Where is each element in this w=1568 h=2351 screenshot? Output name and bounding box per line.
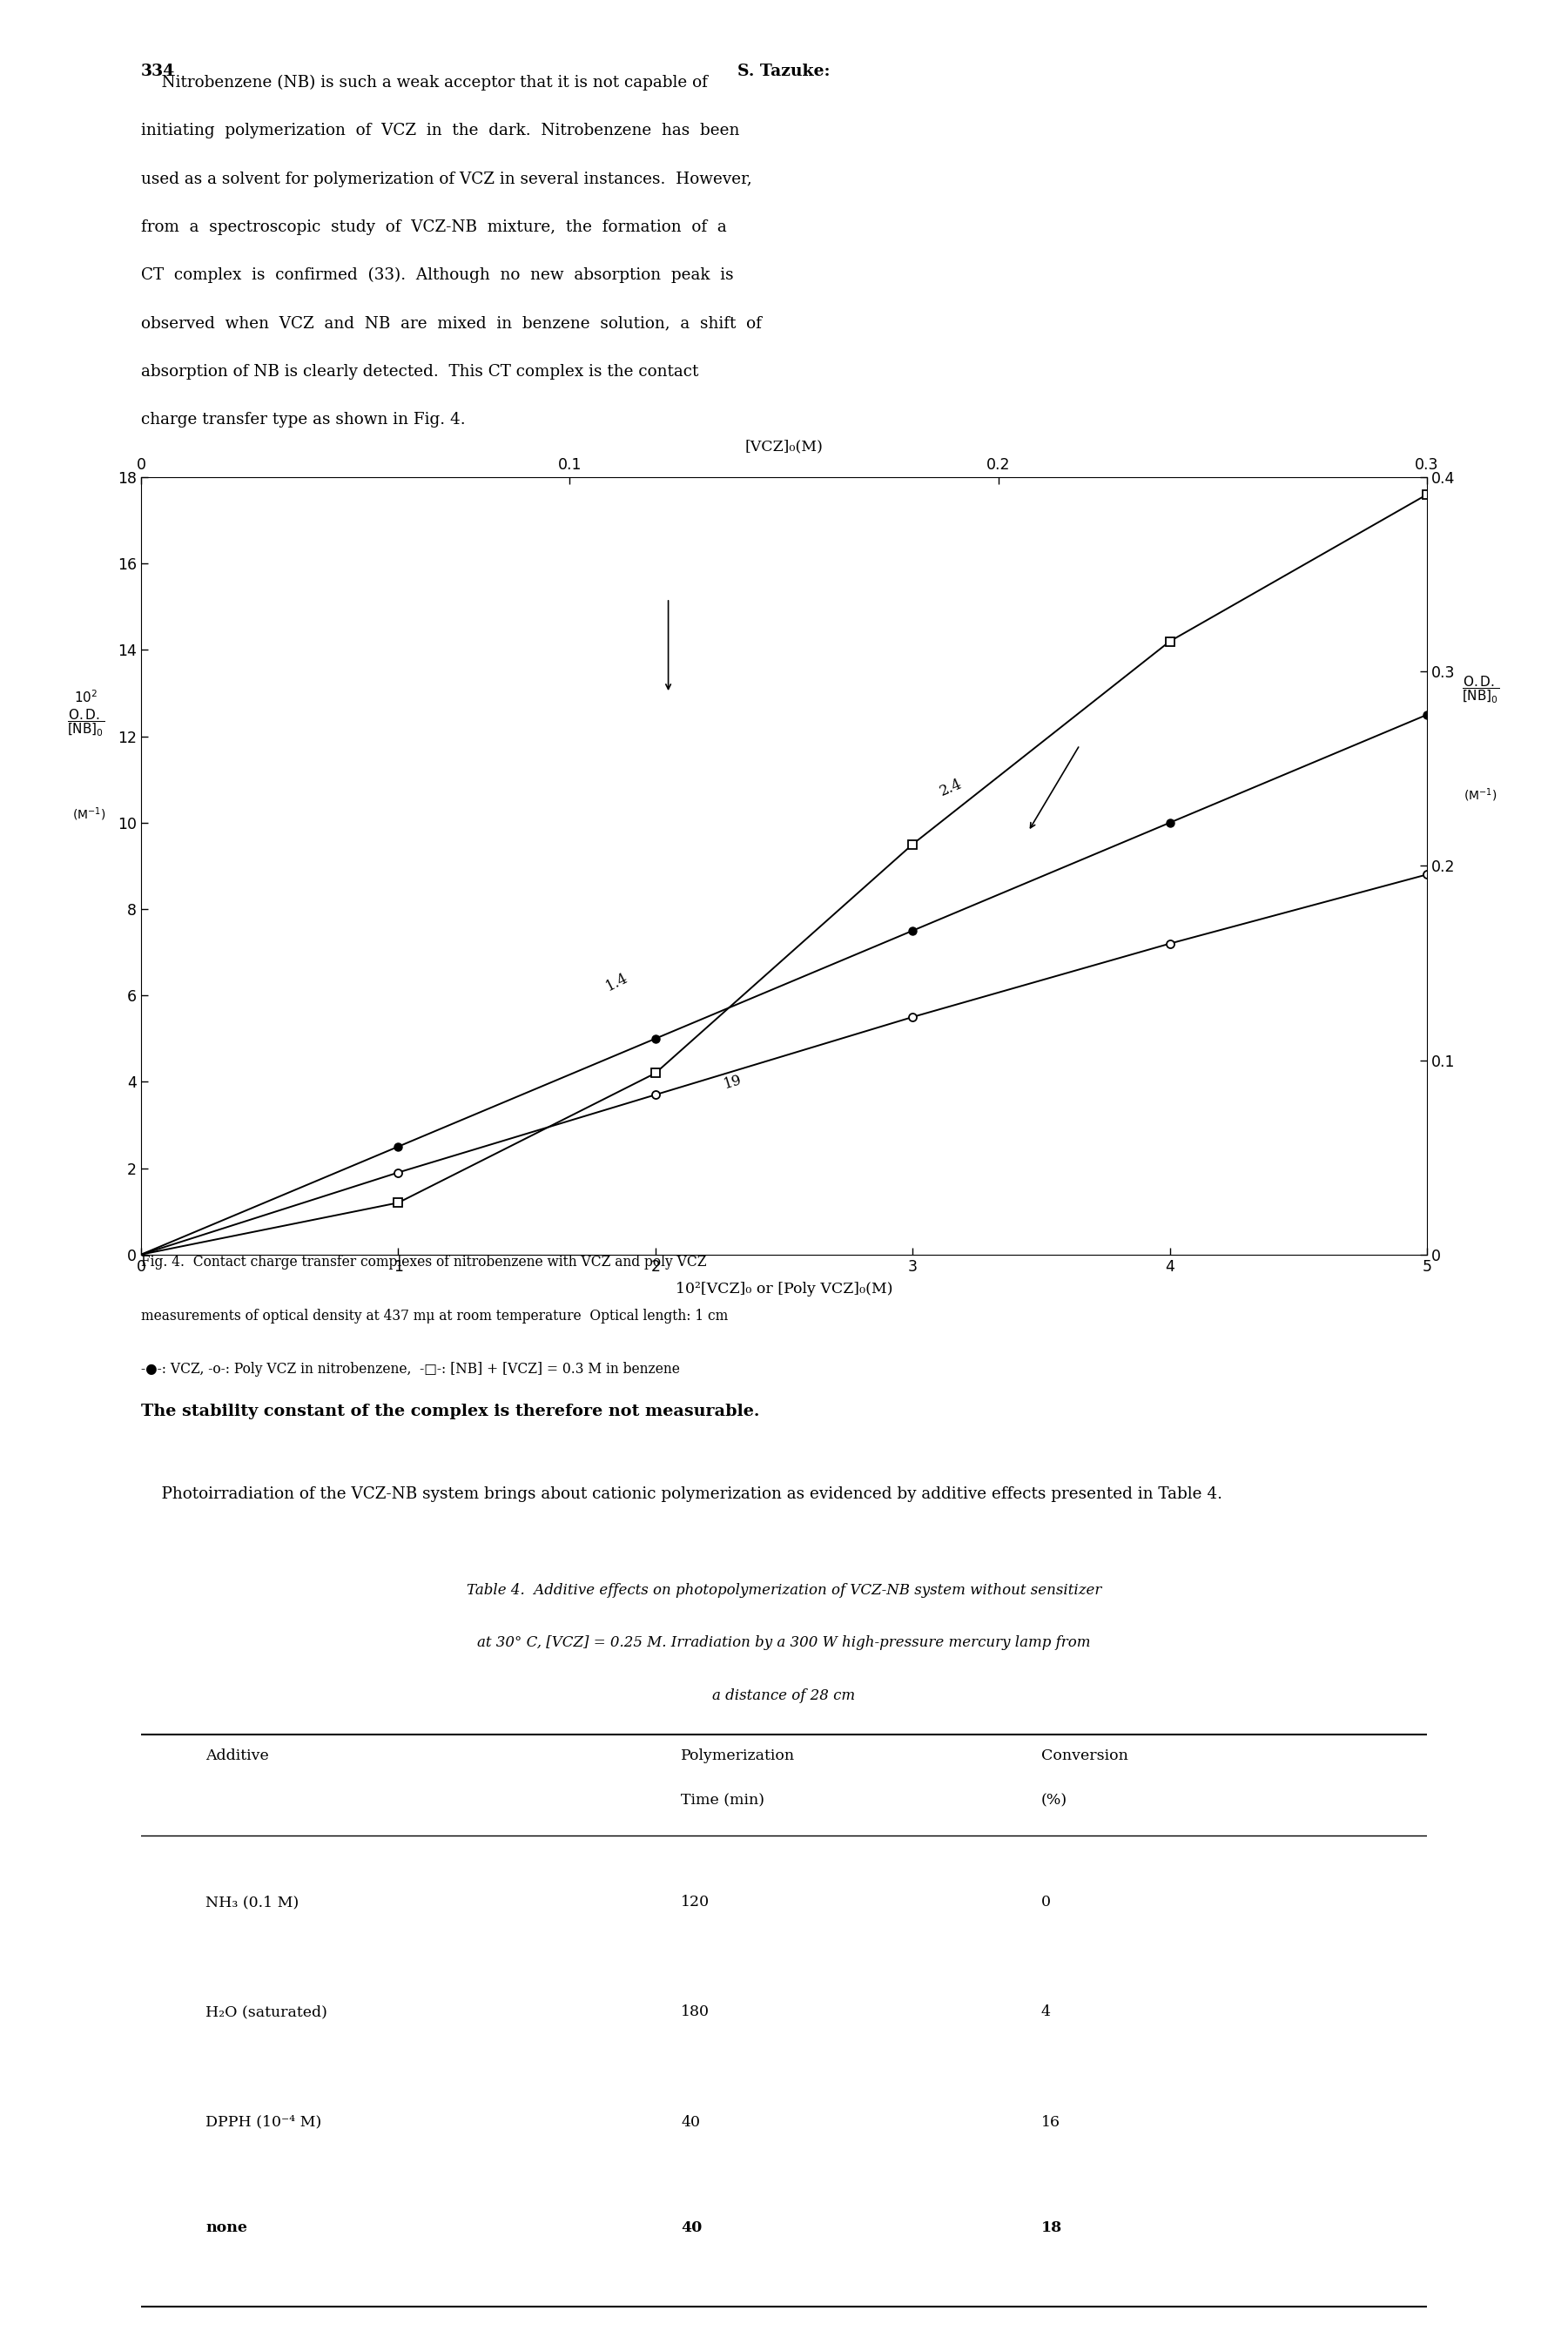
Text: none: none	[205, 2219, 248, 2236]
Text: initiating  polymerization  of  VCZ  in  the  dark.  Nitrobenzene  has  been: initiating polymerization of VCZ in the …	[141, 122, 740, 139]
X-axis label: [VCZ]₀(M): [VCZ]₀(M)	[745, 440, 823, 454]
Text: The stability constant of the complex is therefore not measurable.: The stability constant of the complex is…	[141, 1404, 759, 1420]
X-axis label: 10²[VCZ]₀ or [Poly VCZ]₀(M): 10²[VCZ]₀ or [Poly VCZ]₀(M)	[676, 1281, 892, 1295]
Text: 4: 4	[1041, 2005, 1051, 2020]
Text: absorption of NB is clearly detected.  This CT complex is the contact: absorption of NB is clearly detected. Th…	[141, 364, 699, 379]
Text: 16: 16	[1041, 2116, 1060, 2130]
Text: 18: 18	[1041, 2219, 1062, 2236]
Text: charge transfer type as shown in Fig. 4.: charge transfer type as shown in Fig. 4.	[141, 411, 466, 428]
Text: 19: 19	[721, 1072, 743, 1091]
Text: $\dfrac{\mathrm{O.D.}}{[\mathrm{NB}]_0}$: $\dfrac{\mathrm{O.D.}}{[\mathrm{NB}]_0}$	[67, 708, 105, 738]
Text: used as a solvent for polymerization of VCZ in several instances.  However,: used as a solvent for polymerization of …	[141, 172, 753, 188]
Text: CT  complex  is  confirmed  (33).  Although  no  new  absorption  peak  is: CT complex is confirmed (33). Although n…	[141, 268, 734, 284]
Text: a distance of 28 cm: a distance of 28 cm	[712, 1688, 856, 1702]
Text: 180: 180	[681, 2005, 710, 2020]
Text: $\dfrac{\mathrm{O.D.}}{[\mathrm{NB}]_0}$: $\dfrac{\mathrm{O.D.}}{[\mathrm{NB}]_0}$	[1461, 675, 1499, 705]
Text: NH₃ (0.1 M): NH₃ (0.1 M)	[205, 1895, 299, 1909]
Text: $10^2$: $10^2$	[74, 689, 99, 705]
Text: Conversion: Conversion	[1041, 1749, 1127, 1763]
Text: 1.4: 1.4	[604, 971, 630, 994]
Text: 0: 0	[1041, 1895, 1051, 1909]
Text: Time (min): Time (min)	[681, 1794, 765, 1808]
Text: 334: 334	[141, 63, 176, 80]
Text: Table 4.  Additive effects on photopolymerization of VCZ-NB system without sensi: Table 4. Additive effects on photopolyme…	[467, 1582, 1101, 1599]
Text: 2.4: 2.4	[938, 776, 964, 799]
Text: $(\mathrm{M}^{-1})$: $(\mathrm{M}^{-1})$	[72, 806, 107, 823]
Text: -●-: VCZ, -o-: Poly VCZ in nitrobenzene,  -□-: [NB] + [VCZ] = 0.3 M in benzene: -●-: VCZ, -o-: Poly VCZ in nitrobenzene,…	[141, 1361, 681, 1378]
Text: $(\mathrm{M}^{-1})$: $(\mathrm{M}^{-1})$	[1463, 788, 1497, 804]
Text: Additive: Additive	[205, 1749, 268, 1763]
Text: 120: 120	[681, 1895, 710, 1909]
Text: Nitrobenzene (NB) is such a weak acceptor that it is not capable of: Nitrobenzene (NB) is such a weak accepto…	[141, 75, 707, 92]
Text: (%): (%)	[1041, 1794, 1068, 1808]
Text: S. Tazuke:: S. Tazuke:	[737, 63, 831, 80]
Text: 40: 40	[681, 2219, 702, 2236]
Text: DPPH (10⁻⁴ M): DPPH (10⁻⁴ M)	[205, 2116, 321, 2130]
Text: Polymerization: Polymerization	[681, 1749, 795, 1763]
Text: at 30° C, [VCZ] = 0.25 M. Irradiation by a 300 W high-pressure mercury lamp from: at 30° C, [VCZ] = 0.25 M. Irradiation by…	[477, 1636, 1091, 1650]
Text: observed  when  VCZ  and  NB  are  mixed  in  benzene  solution,  a  shift  of: observed when VCZ and NB are mixed in be…	[141, 315, 762, 331]
Text: Photoirradiation of the VCZ-NB system brings about cationic polymerization as ev: Photoirradiation of the VCZ-NB system br…	[141, 1486, 1223, 1502]
Text: measurements of optical density at 437 mμ at room temperature  Optical length: 1: measurements of optical density at 437 m…	[141, 1307, 728, 1324]
Text: Fig. 4.  Contact charge transfer complexes of nitrobenzene with VCZ and poly VCZ: Fig. 4. Contact charge transfer complexe…	[141, 1255, 707, 1270]
Text: from  a  spectroscopic  study  of  VCZ-NB  mixture,  the  formation  of  a: from a spectroscopic study of VCZ-NB mix…	[141, 219, 728, 235]
Text: 40: 40	[681, 2116, 701, 2130]
Text: H₂O (saturated): H₂O (saturated)	[205, 2005, 328, 2020]
